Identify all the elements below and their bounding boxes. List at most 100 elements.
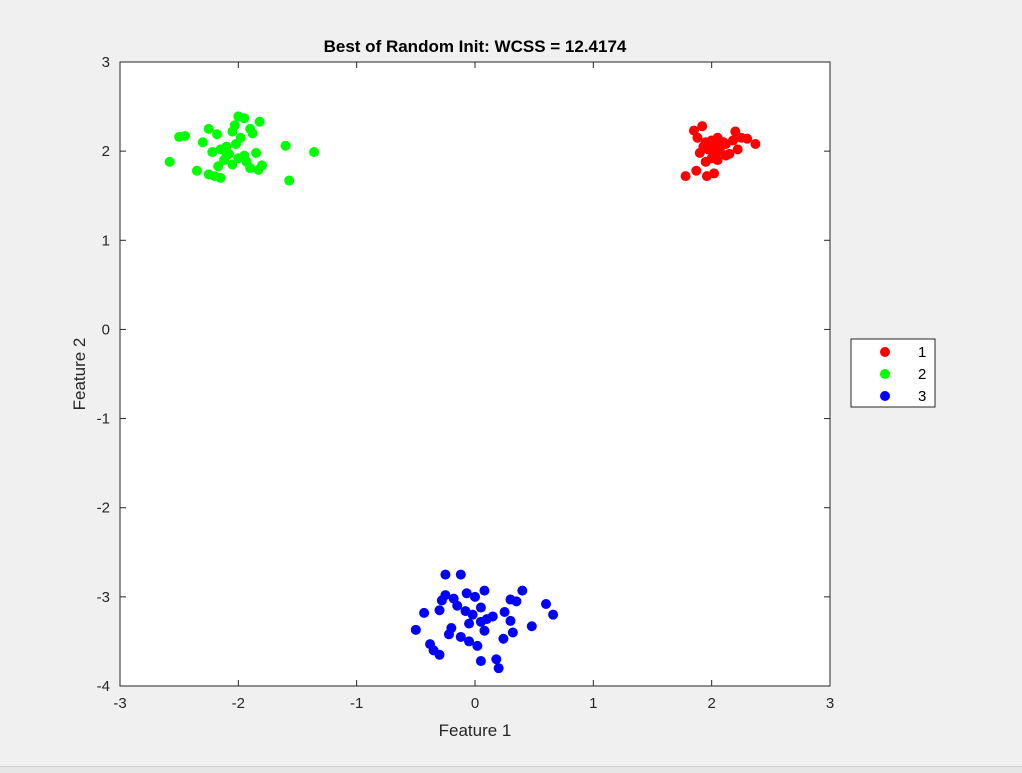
data-point-cluster-3 [467,609,478,620]
data-point-cluster-3 [479,585,490,596]
data-point-cluster-3 [443,629,454,640]
data-point-cluster-1 [710,147,721,158]
x-tick-label: 1 [589,695,597,712]
data-point-cluster-2 [174,131,185,142]
data-point-cluster-2 [227,159,238,170]
legend: 1 2 3 [850,338,936,408]
data-points [164,111,761,674]
data-point-cluster-3 [507,627,518,638]
data-point-cluster-1 [697,121,708,132]
data-point-cluster-2 [221,150,232,161]
legend-box [850,338,936,408]
data-point-cluster-2 [229,120,240,131]
data-point-cluster-2 [215,172,226,183]
data-point-cluster-3 [461,588,472,599]
data-point-cluster-2 [245,163,256,174]
data-point-cluster-3 [511,596,522,607]
data-point-cluster-3 [455,631,466,642]
y-tick-label: -2 [97,500,110,517]
data-point-cluster-2 [233,153,244,164]
data-point-cluster-3 [434,649,445,660]
data-point-cluster-1 [691,165,702,176]
data-point-cluster-2 [280,140,291,151]
data-point-cluster-3 [505,615,516,626]
data-point-cluster-2 [251,147,262,158]
window-bottom-edge [0,766,1022,773]
legend-label-1: 1 [918,344,926,361]
data-point-cluster-3 [475,656,486,667]
legend-marker-1 [880,347,890,357]
data-point-cluster-2 [197,137,208,148]
chart-title: Best of Random Init: WCSS = 12.4174 [324,37,627,56]
data-point-cluster-2 [203,123,214,134]
data-point-cluster-3 [455,569,466,580]
data-point-cluster-3 [491,654,502,665]
data-point-cluster-1 [724,148,735,159]
legend-entries: 1 2 3 [880,344,926,405]
data-point-cluster-1 [698,141,709,152]
data-point-cluster-3 [464,636,475,647]
y-tick-label: 1 [102,232,110,249]
data-point-cluster-3 [499,607,510,618]
legend-label-3: 3 [918,388,926,405]
data-point-cluster-2 [215,144,226,155]
data-point-cluster-3 [517,585,528,596]
data-point-cluster-3 [498,633,509,644]
y-axis-label: Feature 2 [70,338,89,411]
data-point-cluster-2 [212,129,223,140]
data-point-cluster-3 [472,640,483,651]
data-point-cluster-2 [213,161,224,172]
data-point-cluster-3 [452,600,463,611]
x-axis-label: Feature 1 [439,721,512,740]
data-point-cluster-2 [230,139,241,150]
data-point-cluster-1 [742,133,753,144]
x-tick-label: 0 [471,695,479,712]
data-point-cluster-3 [464,618,475,629]
y-tick-label: -3 [97,589,110,606]
data-point-cluster-3 [479,625,490,636]
data-point-cluster-1 [680,171,691,182]
data-point-cluster-1 [700,156,711,167]
data-point-cluster-3 [410,624,421,635]
data-point-cluster-1 [692,132,703,143]
data-point-cluster-3 [526,621,537,632]
y-tick-label: -1 [97,411,110,428]
legend-label-2: 2 [918,366,926,383]
data-point-cluster-2 [257,160,267,171]
data-point-cluster-3 [475,602,486,613]
data-point-cluster-3 [419,607,430,618]
data-point-cluster-1 [727,135,738,146]
x-tick-label: -1 [350,695,363,712]
data-point-cluster-3 [436,595,447,606]
x-tick-label: -3 [113,695,126,712]
data-point-cluster-2 [164,156,175,167]
data-point-cluster-1 [709,168,720,179]
x-tick-label: 3 [826,695,834,712]
data-point-cluster-2 [309,147,320,158]
data-point-cluster-3 [470,591,480,602]
x-tick-label: -2 [232,695,245,712]
data-point-cluster-2 [191,165,202,176]
data-point-cluster-2 [207,147,218,158]
x-tick-label: 2 [707,695,715,712]
legend-marker-3 [880,391,890,401]
y-tick-label: 2 [102,143,110,160]
data-point-cluster-2 [247,128,258,139]
data-point-cluster-2 [284,175,295,186]
data-point-cluster-1 [732,144,743,155]
data-point-cluster-2 [239,113,250,124]
data-point-cluster-3 [493,663,504,674]
data-point-cluster-1 [730,126,741,137]
data-point-cluster-1 [750,139,761,150]
data-point-cluster-3 [548,609,559,620]
y-tick-label: 0 [102,321,110,338]
y-tick-label: 3 [102,54,110,71]
y-tick-label: -4 [97,678,110,695]
data-point-cluster-3 [475,616,486,627]
data-point-cluster-3 [541,598,551,609]
data-point-cluster-2 [254,116,265,127]
data-point-cluster-3 [440,569,451,580]
